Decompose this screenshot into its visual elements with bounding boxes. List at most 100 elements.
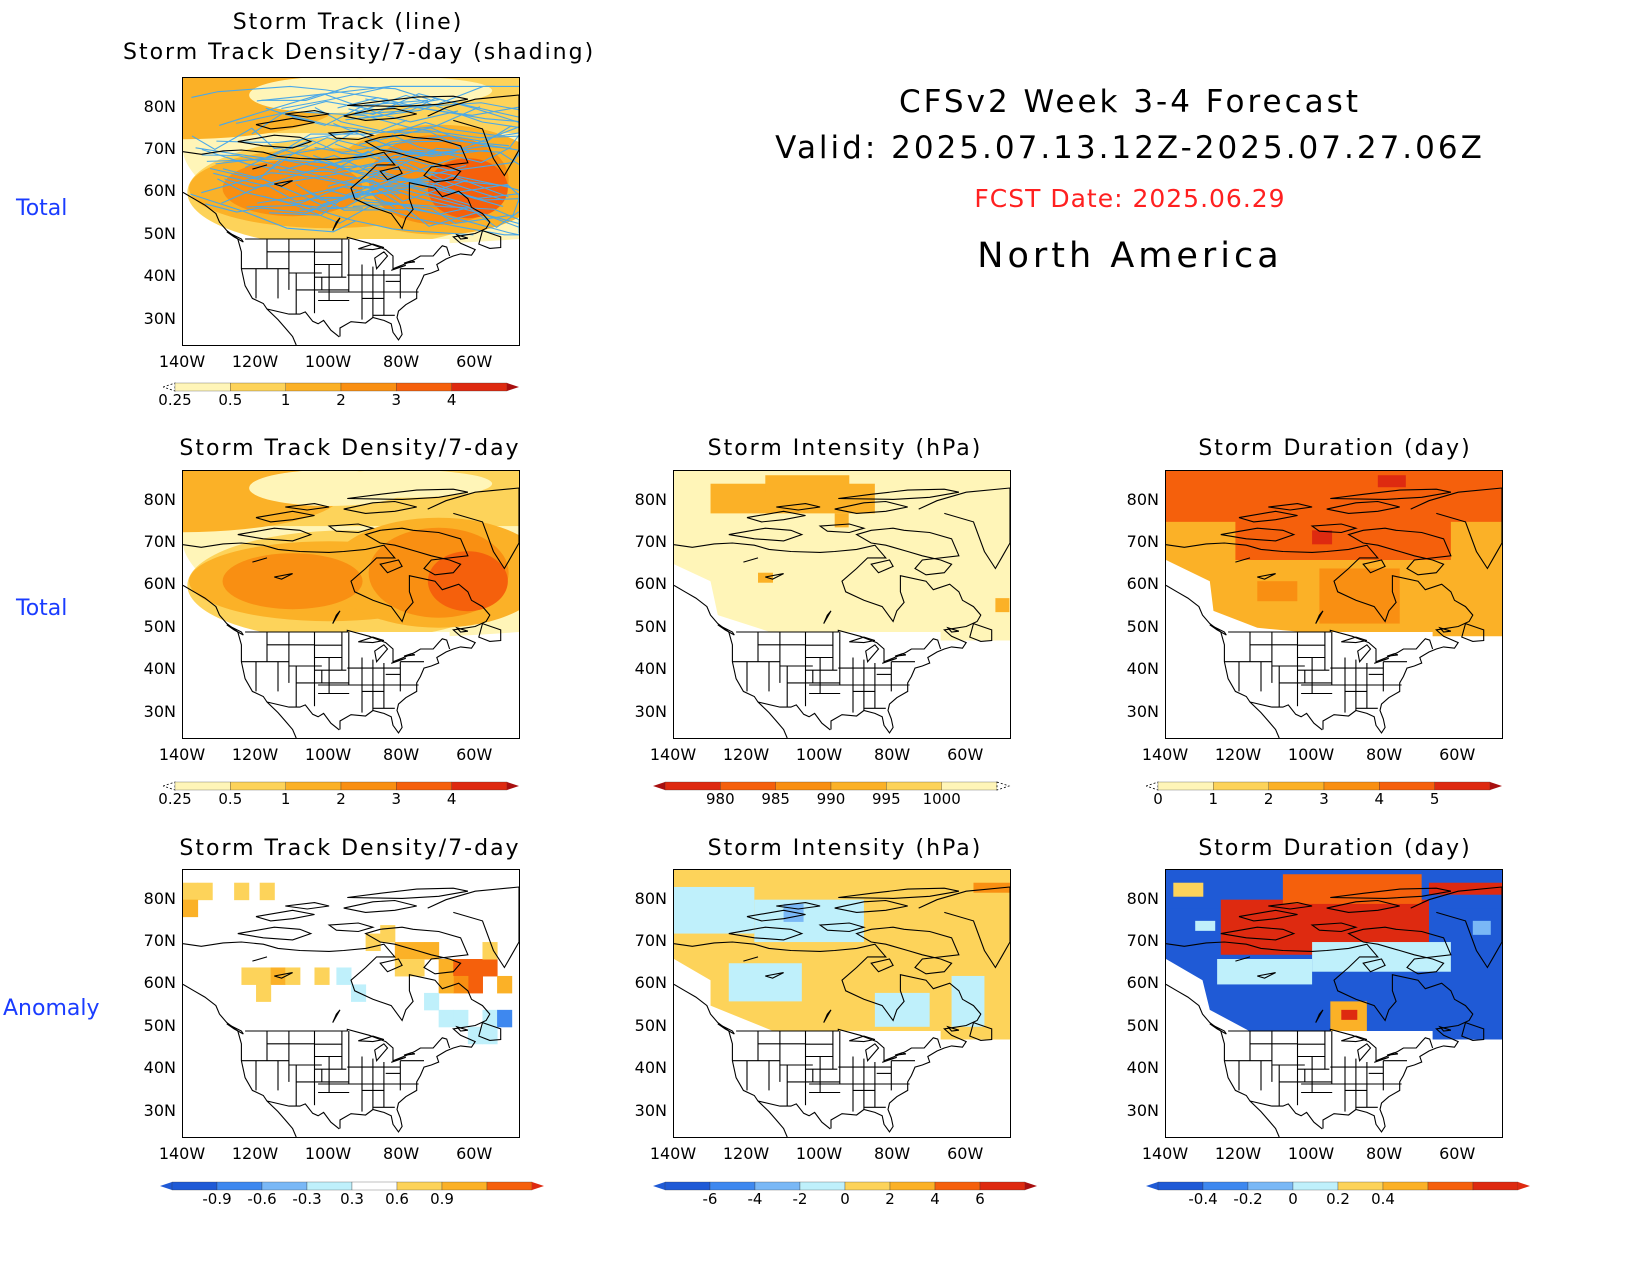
colorbar-intensity-total-label: 995 xyxy=(872,790,901,808)
colorbar-density-top xyxy=(161,381,535,411)
lat-label: 30N xyxy=(143,701,176,721)
lat-label: 80N xyxy=(634,489,667,509)
colorbar-intensity-total-label: 985 xyxy=(761,790,790,808)
panel3-title: Storm Intensity (hPa) xyxy=(707,436,983,461)
lon-label: 120W xyxy=(231,1144,279,1163)
colorbar-density-total-label: 4 xyxy=(446,790,457,808)
lon-label: 120W xyxy=(1214,745,1262,764)
lon-label: 120W xyxy=(231,745,279,764)
lon-label: 120W xyxy=(1214,1144,1262,1163)
colorbar-duration-total-label: 0 xyxy=(1153,790,1163,808)
colorbar-duration-anom xyxy=(1146,1180,1546,1210)
colorbar-intensity-anom-label: -6 xyxy=(702,1190,718,1208)
panel1-title-shading: Storm Track Density/7-day (shading) xyxy=(123,40,596,65)
colorbar-density-anom-label: -0.6 xyxy=(247,1190,277,1208)
lat-label: 80N xyxy=(143,888,176,908)
colorbar-duration-total-label: 1 xyxy=(1208,790,1219,808)
map-plot-4 xyxy=(1166,471,1502,738)
colorbar-duration-anom-label: -0.2 xyxy=(1233,1190,1263,1208)
lat-label: 80N xyxy=(1126,489,1159,509)
lat-label: 30N xyxy=(1126,701,1159,721)
lat-label: 50N xyxy=(634,616,667,636)
colorbar-duration-anom-label: 0 xyxy=(1288,1190,1298,1208)
lat-label: 70N xyxy=(634,931,667,951)
map-panel-7 xyxy=(1165,869,1503,1138)
lon-label: 120W xyxy=(231,352,279,371)
panel2-title: Storm Track Density/7-day xyxy=(179,436,521,461)
lon-label: 80W xyxy=(1366,745,1403,764)
colorbar-density-top-label: 4 xyxy=(446,391,457,409)
lat-label: 50N xyxy=(1126,616,1159,636)
colorbar-density-top-label: 2 xyxy=(336,391,346,409)
colorbar-density-top-label: 3 xyxy=(391,391,402,409)
region-name: North America xyxy=(977,236,1283,276)
lat-label: 50N xyxy=(143,1015,176,1035)
map-plot-2 xyxy=(183,471,519,738)
colorbar-intensity-total xyxy=(653,780,1025,810)
lat-label: 60N xyxy=(634,574,667,594)
lat-label: 30N xyxy=(143,308,176,328)
lat-label: 40N xyxy=(1126,659,1159,679)
map-panel-3 xyxy=(673,470,1011,739)
colorbar-duration-total-label: 5 xyxy=(1429,790,1440,808)
lat-label: 40N xyxy=(143,659,176,679)
panel1-title-line: Storm Track (line) xyxy=(232,10,464,35)
lat-label: 40N xyxy=(143,1058,176,1078)
colorbar-intensity-anom-label: 0 xyxy=(840,1190,850,1208)
colorbar-density-anom xyxy=(160,1180,560,1210)
colorbar-density-total-label: 0.25 xyxy=(158,790,192,808)
colorbar-intensity-anom-label: 6 xyxy=(975,1190,985,1208)
lon-label: 80W xyxy=(383,745,420,764)
lat-label: 60N xyxy=(143,181,176,201)
lat-label: 50N xyxy=(634,1015,667,1035)
lon-label: 80W xyxy=(874,745,911,764)
lon-label: 100W xyxy=(304,745,352,764)
lat-label: 70N xyxy=(1126,931,1159,951)
lon-label: 100W xyxy=(795,745,843,764)
lat-label: 40N xyxy=(1126,1058,1159,1078)
lon-label: 100W xyxy=(304,352,352,371)
colorbar-intensity-total-label: 980 xyxy=(706,790,735,808)
lat-label: 40N xyxy=(634,1058,667,1078)
lon-label: 60W xyxy=(947,1144,984,1163)
lat-label: 50N xyxy=(143,616,176,636)
colorbar-intensity-anom-label: 4 xyxy=(930,1190,940,1208)
colorbar-duration-total xyxy=(1144,780,1518,810)
colorbar-intensity-total-label: 990 xyxy=(816,790,846,808)
panel5-title: Storm Track Density/7-day xyxy=(179,836,521,861)
colorbar-density-anom-label: 0.3 xyxy=(340,1190,364,1208)
lat-label: 60N xyxy=(1126,973,1159,993)
lon-label: 140W xyxy=(158,745,206,764)
map-plot-6 xyxy=(674,870,1010,1137)
lat-label: 60N xyxy=(1126,574,1159,594)
lon-label: 140W xyxy=(158,352,206,371)
map-plot-1 xyxy=(183,78,519,345)
panel4-title: Storm Duration (day) xyxy=(1198,436,1472,461)
map-panel-6 xyxy=(673,869,1011,1138)
lon-label: 60W xyxy=(456,1144,493,1163)
lon-label: 100W xyxy=(304,1144,352,1163)
lat-label: 30N xyxy=(634,1100,667,1120)
colorbar-density-total xyxy=(161,780,535,810)
colorbar-duration-total-label: 2 xyxy=(1263,790,1274,808)
panel6-title: Storm Intensity (hPa) xyxy=(707,836,983,861)
colorbar-intensity-anom-label: -2 xyxy=(792,1190,808,1208)
lat-label: 50N xyxy=(143,223,176,243)
colorbar-density-anom-label: 0.6 xyxy=(385,1190,409,1208)
lon-label: 140W xyxy=(649,1144,697,1163)
fcst-date: FCST Date: 2025.06.29 xyxy=(974,184,1286,213)
forecast-title: CFSv2 Week 3-4 Forecast xyxy=(899,84,1361,120)
lon-label: 80W xyxy=(383,1144,420,1163)
lat-label: 50N xyxy=(1126,1015,1159,1035)
colorbar-intensity-total-label: 1000 xyxy=(922,790,961,808)
colorbar-density-anom-label: 0.9 xyxy=(430,1190,454,1208)
colorbar-density-top-label: 0.25 xyxy=(158,391,192,409)
lat-label: 80N xyxy=(143,96,176,116)
lon-label: 80W xyxy=(383,352,420,371)
valid-period: Valid: 2025.07.13.12Z-2025.07.27.06Z xyxy=(775,130,1485,166)
colorbar-density-top-label: 1 xyxy=(280,391,291,409)
lat-label: 60N xyxy=(634,973,667,993)
colorbar-density-top-label: 0.5 xyxy=(218,391,243,409)
lon-label: 80W xyxy=(874,1144,911,1163)
colorbar-density-total-label: 3 xyxy=(391,790,402,808)
